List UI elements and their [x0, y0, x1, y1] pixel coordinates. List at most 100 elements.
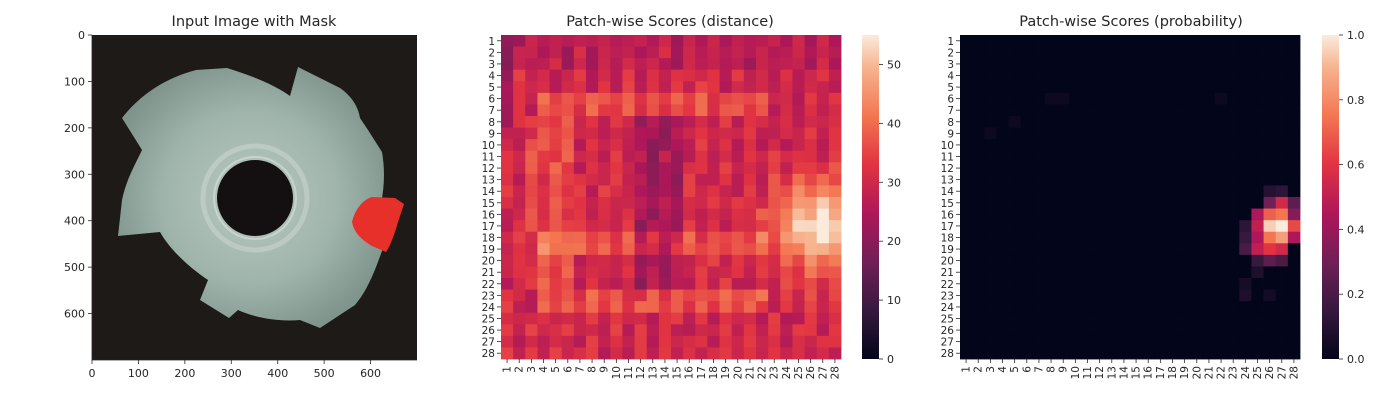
probability-axes: 1234567891011121314151617181920212223242…	[941, 36, 1301, 380]
heatmap-cell	[1178, 58, 1192, 71]
heatmap-cell	[1093, 243, 1107, 256]
heatmap-cell	[1093, 335, 1107, 348]
heatmap-cell	[1215, 312, 1228, 325]
row-tick-label: 5	[488, 82, 495, 94]
heatmap-cell	[1263, 173, 1277, 186]
heatmap-cell	[610, 254, 623, 267]
heatmap-cell	[1190, 278, 1204, 290]
heatmap-cell	[1081, 104, 1094, 117]
heatmap-cell	[573, 139, 587, 152]
heatmap-cell	[1275, 208, 1289, 221]
heatmap-cell	[646, 69, 660, 82]
heatmap-cell	[561, 58, 575, 71]
heatmap-cell	[1045, 289, 1058, 302]
heatmap-cell	[549, 81, 563, 94]
heatmap-cell	[984, 347, 997, 360]
heatmap-cell	[1202, 150, 1216, 163]
heatmap-cell	[646, 220, 660, 233]
heatmap-cell	[695, 347, 708, 360]
heatmap-cell	[634, 278, 648, 290]
heatmap-cell	[1081, 162, 1094, 175]
heatmap-cell	[1105, 312, 1119, 325]
heatmap-cell	[1008, 254, 1022, 267]
heatmap-cell	[731, 127, 745, 140]
heatmap-cell	[646, 335, 660, 348]
heatmap-cell	[1227, 46, 1240, 59]
heatmap-cell	[1057, 35, 1070, 47]
heatmap-cell	[561, 173, 575, 186]
heatmap-cell	[731, 266, 745, 279]
heatmap-cell	[610, 139, 623, 152]
heatmap-cell	[1275, 335, 1289, 348]
heatmap-cell	[1275, 301, 1289, 314]
heatmap-cell	[1057, 104, 1070, 117]
heatmap-cell	[622, 69, 635, 82]
col-tick-label: 7	[1033, 366, 1045, 373]
heatmap-cell	[525, 231, 538, 244]
heatmap-cell	[1081, 266, 1094, 279]
heatmap-cell	[792, 58, 805, 71]
heatmap-cell	[1117, 92, 1131, 105]
heatmap-cell	[1215, 81, 1228, 94]
heatmap-cell	[1239, 150, 1252, 163]
heatmap-cell	[634, 81, 648, 94]
heatmap-cell	[828, 289, 842, 302]
heatmap-cell	[719, 312, 733, 325]
heatmap-cell	[960, 150, 973, 163]
heatmap-cell	[1287, 104, 1301, 117]
heatmap-cell	[513, 289, 526, 302]
heatmap-cell	[780, 173, 793, 186]
heatmap-cell	[743, 243, 757, 256]
heatmap-cell	[1130, 324, 1143, 337]
heatmap-cell	[1190, 46, 1204, 59]
heatmap-cell	[513, 162, 526, 175]
heatmap-cell	[1093, 301, 1107, 314]
heatmap-cell	[756, 220, 769, 233]
heatmap-cell	[646, 185, 660, 198]
heatmap-cell	[960, 254, 973, 267]
heatmap-cell	[1287, 208, 1301, 221]
heatmap-cell	[513, 92, 526, 105]
image-xtick-label: 0	[89, 367, 96, 380]
heatmap-cell	[1142, 116, 1155, 128]
heatmap-cell	[719, 81, 733, 94]
col-tick-label: 21	[744, 366, 756, 379]
heatmap-cell	[537, 289, 550, 302]
heatmap-cell	[719, 46, 733, 59]
heatmap-cell	[816, 254, 830, 267]
heatmap-cell	[1215, 162, 1228, 175]
heatmap-cell	[984, 139, 997, 152]
heatmap-cell	[1190, 266, 1204, 279]
heatmap-cell	[1032, 208, 1046, 221]
heatmap-cell	[804, 185, 818, 198]
heatmap-cell	[695, 81, 708, 94]
heatmap-cell	[780, 150, 793, 163]
heatmap-cell	[984, 185, 997, 198]
heatmap-cell	[1008, 197, 1022, 209]
heatmap-cell	[513, 150, 526, 163]
heatmap-cell	[1154, 104, 1167, 117]
heatmap-cell	[1215, 220, 1228, 233]
heatmap-cell	[1081, 69, 1094, 82]
heatmap-cell	[598, 312, 611, 325]
heatmap-cell	[683, 69, 696, 82]
heatmap-cell	[1117, 69, 1131, 82]
heatmap-cell	[960, 220, 973, 233]
heatmap-cell	[525, 104, 538, 117]
heatmap-cell	[743, 347, 757, 360]
heatmap-cell	[1154, 58, 1167, 71]
heatmap-cell	[1202, 254, 1216, 267]
col-tick-label: 8	[1046, 366, 1058, 373]
heatmap-cell	[610, 46, 623, 59]
heatmap-cell	[816, 335, 830, 348]
heatmap-cell	[683, 116, 696, 128]
heatmap-cell	[622, 220, 635, 233]
heatmap-cell	[1093, 185, 1107, 198]
heatmap-cell	[646, 324, 660, 337]
heatmap-cell	[1081, 220, 1094, 233]
heatmap-cell	[658, 208, 672, 221]
heatmap-cell	[756, 104, 769, 117]
row-tick-label: 26	[941, 325, 955, 337]
heatmap-cell	[671, 58, 684, 71]
heatmap-cell	[972, 254, 985, 267]
